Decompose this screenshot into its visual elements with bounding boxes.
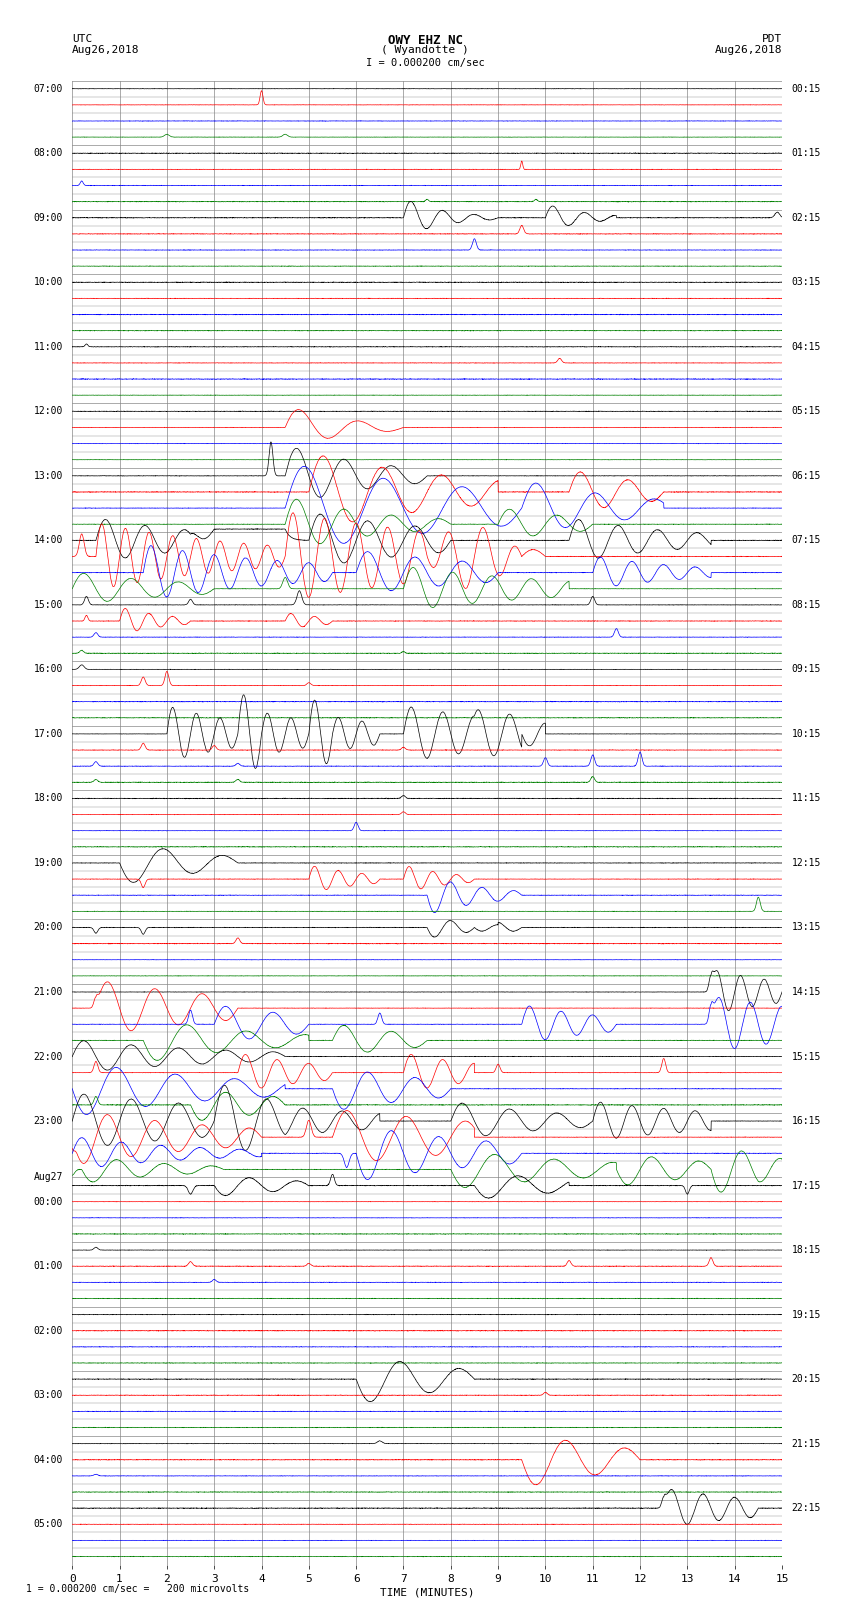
Text: 02:15: 02:15	[791, 213, 821, 223]
Text: 21:15: 21:15	[791, 1439, 821, 1448]
Text: 16:00: 16:00	[33, 665, 63, 674]
Text: 06:15: 06:15	[791, 471, 821, 481]
Text: 14:00: 14:00	[33, 536, 63, 545]
Text: 07:15: 07:15	[791, 536, 821, 545]
Text: 04:15: 04:15	[791, 342, 821, 352]
Text: 13:00: 13:00	[33, 471, 63, 481]
Text: Aug26,2018: Aug26,2018	[715, 45, 782, 55]
Text: UTC: UTC	[72, 34, 93, 44]
Text: 17:15: 17:15	[791, 1181, 821, 1190]
Text: 20:00: 20:00	[33, 923, 63, 932]
Text: 19:15: 19:15	[791, 1310, 821, 1319]
Text: 14:15: 14:15	[791, 987, 821, 997]
Text: 09:00: 09:00	[33, 213, 63, 223]
Text: 02:00: 02:00	[33, 1326, 63, 1336]
Text: OWY EHZ NC: OWY EHZ NC	[388, 34, 462, 47]
Text: 05:15: 05:15	[791, 406, 821, 416]
Text: 07:00: 07:00	[33, 84, 63, 94]
Text: 01:15: 01:15	[791, 148, 821, 158]
Text: 12:15: 12:15	[791, 858, 821, 868]
Text: 11:15: 11:15	[791, 794, 821, 803]
Text: 13:15: 13:15	[791, 923, 821, 932]
Text: 00:00: 00:00	[33, 1197, 63, 1207]
Text: 03:00: 03:00	[33, 1390, 63, 1400]
Text: 22:15: 22:15	[791, 1503, 821, 1513]
Text: 05:00: 05:00	[33, 1519, 63, 1529]
Text: 18:15: 18:15	[791, 1245, 821, 1255]
Text: 21:00: 21:00	[33, 987, 63, 997]
Text: 03:15: 03:15	[791, 277, 821, 287]
Text: 00:15: 00:15	[791, 84, 821, 94]
Text: 10:00: 10:00	[33, 277, 63, 287]
X-axis label: TIME (MINUTES): TIME (MINUTES)	[380, 1587, 474, 1598]
Text: PDT: PDT	[762, 34, 782, 44]
Text: 17:00: 17:00	[33, 729, 63, 739]
Text: 20:15: 20:15	[791, 1374, 821, 1384]
Text: 15:15: 15:15	[791, 1052, 821, 1061]
Text: I = 0.000200 cm/sec: I = 0.000200 cm/sec	[366, 58, 484, 68]
Text: 16:15: 16:15	[791, 1116, 821, 1126]
Text: Aug26,2018: Aug26,2018	[72, 45, 139, 55]
Text: 08:00: 08:00	[33, 148, 63, 158]
Text: 18:00: 18:00	[33, 794, 63, 803]
Text: 15:00: 15:00	[33, 600, 63, 610]
Text: 23:00: 23:00	[33, 1116, 63, 1126]
Text: 19:00: 19:00	[33, 858, 63, 868]
Text: 01:00: 01:00	[33, 1261, 63, 1271]
Text: 08:15: 08:15	[791, 600, 821, 610]
Text: ( Wyandotte ): ( Wyandotte )	[381, 45, 469, 55]
Text: 12:00: 12:00	[33, 406, 63, 416]
Text: 10:15: 10:15	[791, 729, 821, 739]
Text: 09:15: 09:15	[791, 665, 821, 674]
Text: 1 = 0.000200 cm/sec =   200 microvolts: 1 = 0.000200 cm/sec = 200 microvolts	[26, 1584, 249, 1594]
Text: 04:00: 04:00	[33, 1455, 63, 1465]
Text: Aug27: Aug27	[33, 1173, 63, 1182]
Text: 11:00: 11:00	[33, 342, 63, 352]
Text: 22:00: 22:00	[33, 1052, 63, 1061]
